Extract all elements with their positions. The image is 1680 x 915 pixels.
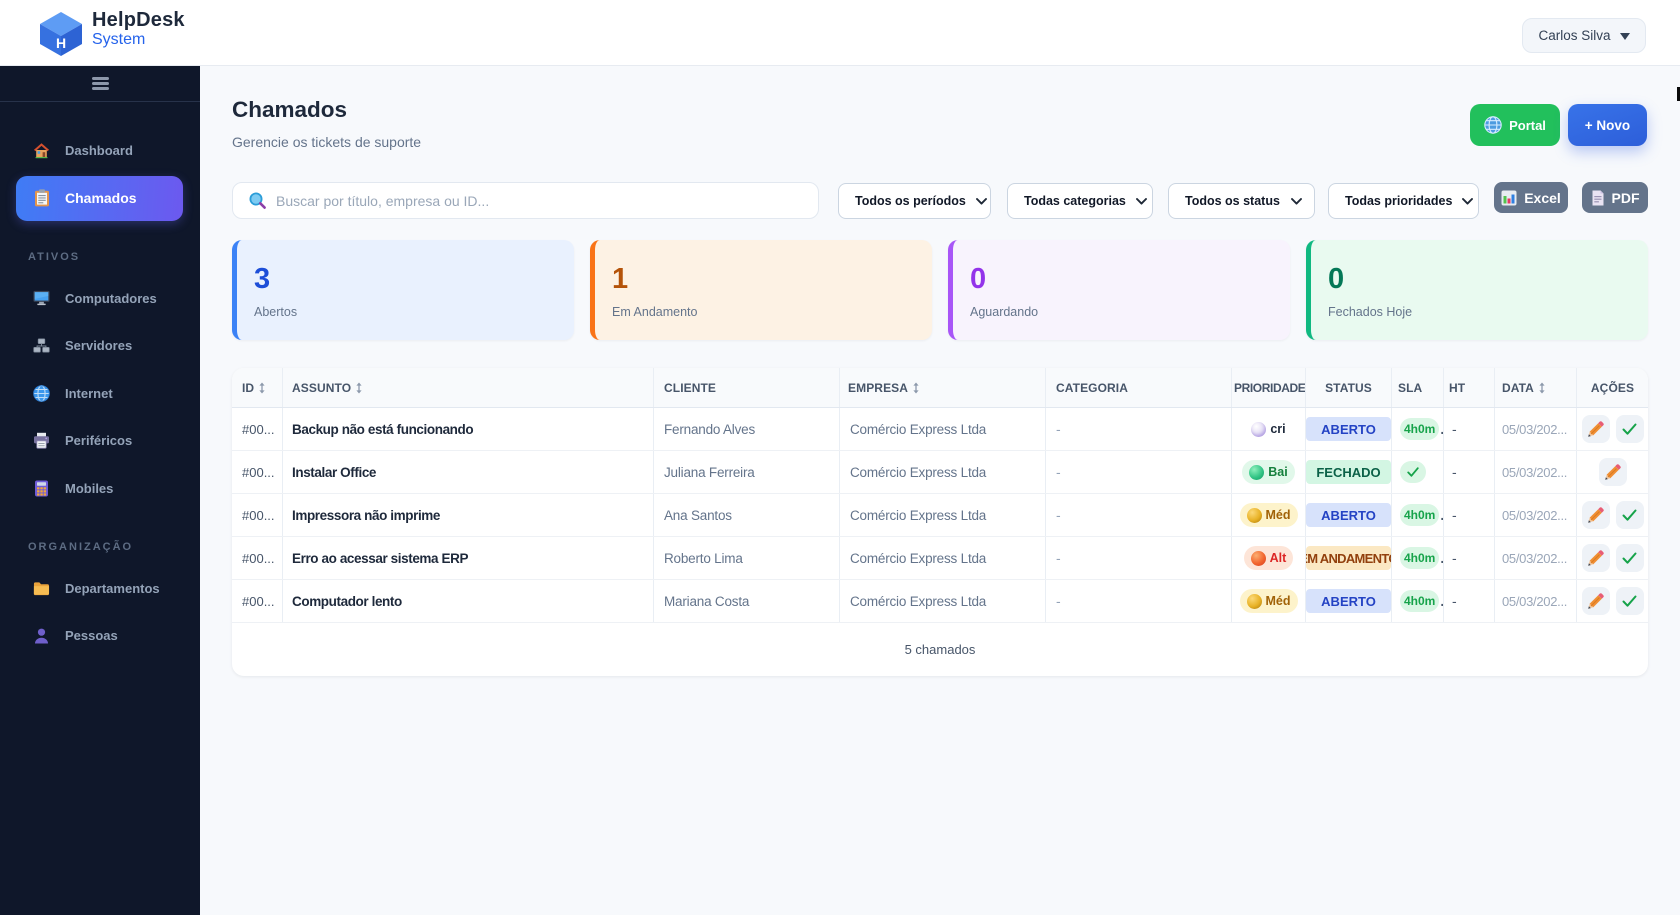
- svg-text:H: H: [56, 35, 66, 51]
